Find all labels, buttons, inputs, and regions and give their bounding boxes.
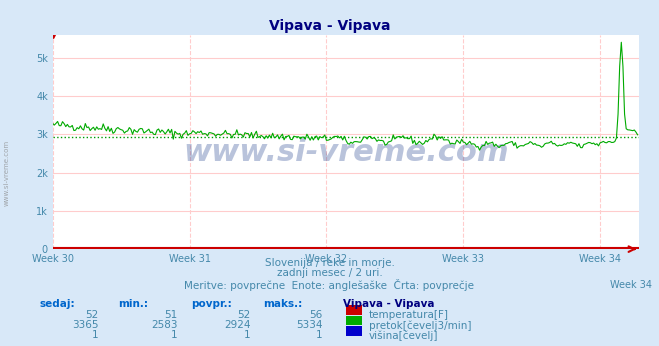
Text: Vipava - Vipava: Vipava - Vipava — [269, 19, 390, 33]
Text: 52: 52 — [237, 310, 250, 320]
Text: sedaj:: sedaj: — [40, 299, 75, 309]
Text: Vipava - Vipava: Vipava - Vipava — [343, 299, 434, 309]
Text: temperatura[F]: temperatura[F] — [369, 310, 449, 320]
Text: 5334: 5334 — [297, 320, 323, 330]
Text: 3365: 3365 — [72, 320, 99, 330]
Text: 1: 1 — [171, 330, 178, 340]
Text: višina[čevelj]: višina[čevelj] — [369, 330, 438, 341]
Text: maks.:: maks.: — [264, 299, 303, 309]
Text: 2583: 2583 — [152, 320, 178, 330]
Text: 1: 1 — [92, 330, 99, 340]
Text: 1: 1 — [316, 330, 323, 340]
Text: min.:: min.: — [119, 299, 149, 309]
Text: 1: 1 — [244, 330, 250, 340]
Text: 51: 51 — [165, 310, 178, 320]
Text: www.si-vreme.com: www.si-vreme.com — [3, 140, 10, 206]
Text: povpr.:: povpr.: — [191, 299, 232, 309]
Text: 2924: 2924 — [224, 320, 250, 330]
Text: pretok[čevelj3/min]: pretok[čevelj3/min] — [369, 320, 472, 330]
Text: www.si-vreme.com: www.si-vreme.com — [183, 138, 509, 167]
Text: 52: 52 — [86, 310, 99, 320]
Text: Week 34: Week 34 — [610, 280, 652, 290]
Text: Slovenija / reke in morje.: Slovenija / reke in morje. — [264, 258, 395, 268]
Text: zadnji mesec / 2 uri.: zadnji mesec / 2 uri. — [277, 268, 382, 278]
Text: 56: 56 — [310, 310, 323, 320]
Text: Meritve: povprečne  Enote: anglešaške  Črta: povprečje: Meritve: povprečne Enote: anglešaške Črt… — [185, 279, 474, 291]
